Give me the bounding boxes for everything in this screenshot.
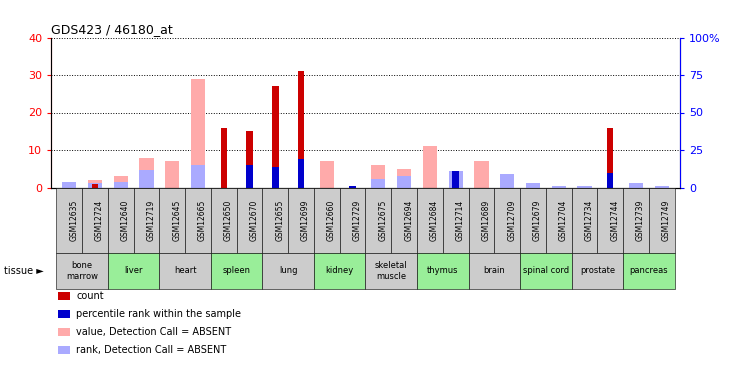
Text: GSM12739: GSM12739 [636, 200, 645, 241]
Text: GSM12665: GSM12665 [198, 200, 207, 241]
Bar [397, 169, 412, 188]
Text: GSM12670: GSM12670 [249, 200, 259, 241]
Text: GSM12749: GSM12749 [662, 200, 671, 241]
Bar [272, 166, 279, 188]
Text: GSM12709: GSM12709 [507, 200, 516, 241]
Bar [349, 186, 356, 188]
Bar [629, 183, 643, 188]
Text: GSM12635: GSM12635 [69, 200, 78, 241]
Text: lung: lung [279, 266, 298, 275]
Text: skeletal
muscle: skeletal muscle [375, 261, 408, 280]
Text: GSM12719: GSM12719 [146, 200, 156, 241]
Bar [371, 165, 385, 188]
Text: heart: heart [174, 266, 197, 275]
Text: GSM12679: GSM12679 [533, 200, 542, 241]
Bar [298, 71, 304, 188]
Text: GSM12684: GSM12684 [430, 200, 439, 241]
Text: tissue ►: tissue ► [4, 266, 43, 276]
Text: GSM12714: GSM12714 [455, 200, 465, 241]
Bar [246, 131, 253, 188]
Bar [140, 158, 154, 188]
Bar [62, 182, 76, 188]
Text: GSM12645: GSM12645 [173, 200, 181, 241]
Bar [474, 161, 488, 188]
Text: GSM12675: GSM12675 [379, 200, 387, 241]
Text: brain: brain [483, 266, 505, 275]
Bar [452, 171, 459, 188]
Bar [165, 161, 179, 188]
Text: GSM12655: GSM12655 [276, 200, 284, 241]
Bar [140, 170, 154, 188]
Bar [272, 86, 279, 188]
Bar [397, 176, 412, 188]
Bar [552, 186, 566, 188]
Bar [113, 182, 128, 188]
Text: GSM12724: GSM12724 [95, 200, 104, 241]
Text: GSM12694: GSM12694 [404, 200, 413, 241]
Text: spleen: spleen [223, 266, 251, 275]
Text: rank, Detection Call = ABSENT: rank, Detection Call = ABSENT [76, 345, 227, 355]
Text: bone
marrow: bone marrow [66, 261, 98, 280]
Text: pancreas: pancreas [629, 266, 668, 275]
Text: GSM12729: GSM12729 [352, 200, 362, 241]
Bar [577, 186, 591, 188]
Bar [319, 161, 334, 188]
Text: GSM12640: GSM12640 [121, 200, 129, 241]
Bar [221, 128, 227, 188]
Bar [88, 180, 102, 188]
Bar [500, 174, 515, 188]
Text: GSM12704: GSM12704 [558, 200, 568, 241]
Text: GSM12660: GSM12660 [327, 200, 336, 241]
Bar [92, 184, 98, 188]
Text: GDS423 / 46180_at: GDS423 / 46180_at [51, 23, 173, 36]
Text: GSM12689: GSM12689 [482, 200, 491, 241]
Bar [298, 159, 304, 188]
Text: GSM12744: GSM12744 [610, 200, 619, 241]
Bar [526, 183, 540, 188]
Bar [113, 176, 128, 188]
Text: GSM12699: GSM12699 [301, 200, 310, 241]
Text: GSM12650: GSM12650 [224, 200, 232, 241]
Bar [246, 165, 253, 188]
Bar [423, 146, 437, 188]
Text: value, Detection Call = ABSENT: value, Detection Call = ABSENT [76, 327, 231, 337]
Text: liver: liver [124, 266, 143, 275]
Bar [449, 171, 463, 188]
Text: GSM12734: GSM12734 [585, 200, 594, 241]
Bar [88, 183, 102, 188]
Bar [191, 79, 205, 188]
Bar [371, 178, 385, 188]
Text: prostate: prostate [580, 266, 615, 275]
Text: count: count [76, 291, 104, 301]
Text: thymus: thymus [427, 266, 458, 275]
Bar [607, 172, 613, 188]
Bar [607, 128, 613, 188]
Text: spinal cord: spinal cord [523, 266, 569, 275]
Text: kidney: kidney [325, 266, 354, 275]
Bar [191, 165, 205, 188]
Text: percentile rank within the sample: percentile rank within the sample [76, 309, 241, 319]
Bar [655, 186, 669, 188]
